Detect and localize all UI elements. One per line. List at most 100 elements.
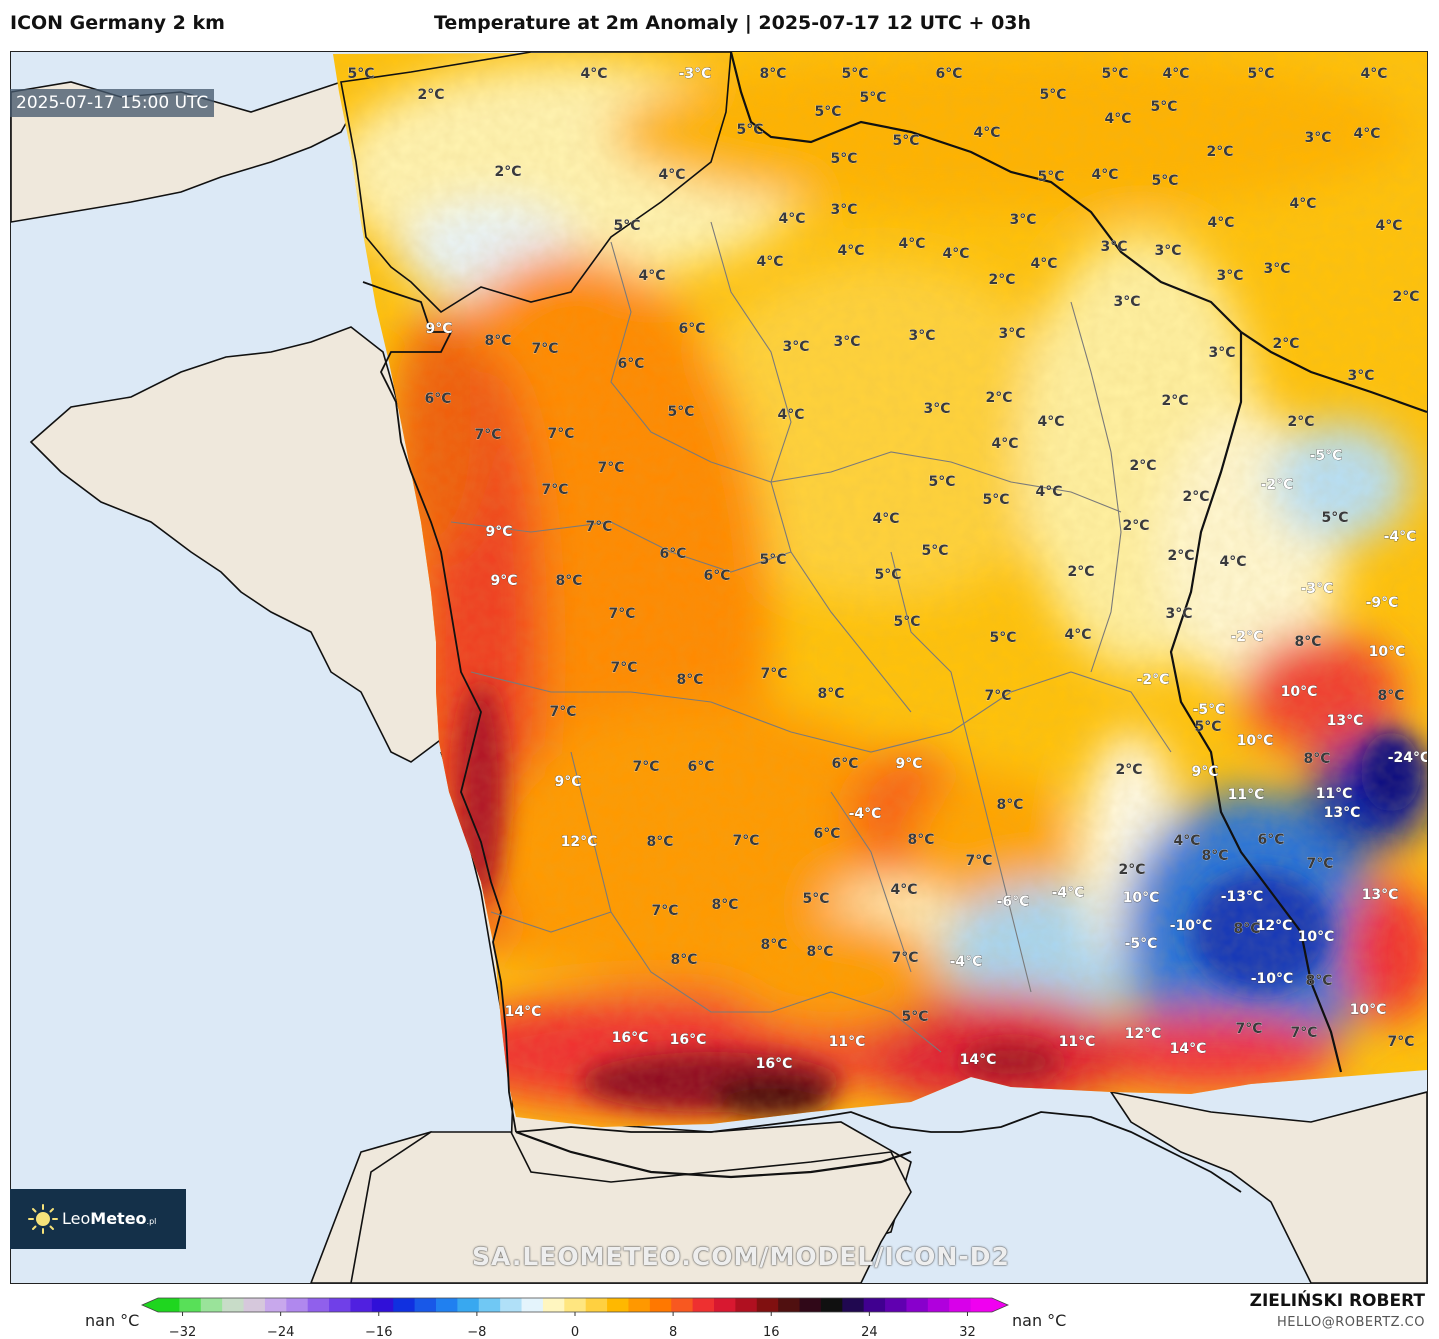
- temperature-label: 5°C: [667, 404, 694, 420]
- temperature-label: 4°C: [1173, 833, 1200, 849]
- temperature-label: 4°C: [1064, 627, 1091, 643]
- temperature-label: -9°C: [1366, 595, 1399, 611]
- temperature-label: 3°C: [1347, 368, 1374, 384]
- temperature-label: -5°C: [1310, 448, 1343, 464]
- temperature-label: 13°C: [1362, 887, 1399, 903]
- temperature-label: 5°C: [892, 133, 919, 149]
- temperature-label: 7°C: [1387, 1034, 1414, 1050]
- temperature-label: 13°C: [1324, 805, 1361, 821]
- colorbar-over-label: nan °C: [1012, 1311, 1067, 1330]
- temperature-label: 4°C: [898, 236, 925, 252]
- italy-corner-land: [1109, 1090, 1427, 1283]
- temperature-label: 5°C: [874, 567, 901, 583]
- temperature-label: -3°C: [679, 66, 712, 82]
- author-email: HELLO@ROBERTZ.CO: [1276, 1315, 1425, 1330]
- temperature-label: -4°C: [1052, 885, 1085, 901]
- temperature-label: 8°C: [555, 573, 582, 589]
- temperature-label: 4°C: [1037, 414, 1064, 430]
- temperature-label: 4°C: [991, 436, 1018, 452]
- temperature-label: 4°C: [777, 407, 804, 423]
- sun-icon: [28, 1204, 58, 1234]
- colorbar-cell: [842, 1298, 865, 1312]
- temperature-label: 4°C: [1104, 111, 1131, 127]
- temperature-label: 2°C: [985, 390, 1012, 406]
- land-outside-domain: [11, 52, 341, 1283]
- temperature-label: 2°C: [1067, 564, 1094, 580]
- temperature-label: 16°C: [670, 1032, 707, 1048]
- temperature-label: 4°C: [837, 243, 864, 259]
- colorbar-under-arrow: [142, 1298, 158, 1312]
- colorbar-cell: [243, 1298, 266, 1312]
- temperature-label: 3°C: [1208, 345, 1235, 361]
- temperature-label: 12°C: [561, 834, 598, 850]
- temperature-label: -24°C: [1388, 750, 1427, 766]
- temperature-label: 16°C: [612, 1030, 649, 1046]
- colorbar-cell: [628, 1298, 651, 1312]
- temperature-label: 4°C: [580, 66, 607, 82]
- temperature-label: 3°C: [908, 328, 935, 344]
- temperature-label: 5°C: [830, 151, 857, 167]
- temperature-label: 5°C: [982, 492, 1009, 508]
- temperature-label: 6°C: [678, 321, 705, 337]
- temperature-label: 4°C: [658, 167, 685, 183]
- colorbar-cell: [393, 1298, 416, 1312]
- colorbar-cell: [949, 1298, 972, 1312]
- temperature-label: 9°C: [485, 524, 512, 540]
- anomaly-field: [333, 52, 1427, 1127]
- temperature-label: 5°C: [759, 552, 786, 568]
- temperature-label: 7°C: [1306, 856, 1333, 872]
- temperature-label: 5°C: [921, 543, 948, 559]
- author-name: ZIELIŃSKI ROBERT: [1249, 1291, 1425, 1311]
- temperature-label: 5°C: [901, 1009, 928, 1025]
- temperature-label: 5°C: [1101, 66, 1128, 82]
- colorbar: −32 −24 −16 −8 0 8 16 24 32: [141, 1297, 1009, 1339]
- temperature-label: 8°C: [646, 834, 673, 850]
- colorbar-cell: [778, 1298, 801, 1312]
- temperature-label: 7°C: [984, 688, 1011, 704]
- leometeo-logo[interactable]: LeoMeteo.pl: [10, 1189, 186, 1249]
- temperature-label: 6°C: [617, 356, 644, 372]
- temperature-label: 8°C: [484, 333, 511, 349]
- temperature-label: 4°C: [1162, 66, 1189, 82]
- temperature-label: 4°C: [973, 125, 1000, 141]
- temperature-label: 4°C: [1030, 256, 1057, 272]
- colorbar-cell: [500, 1298, 523, 1312]
- colorbar-cell: [414, 1298, 437, 1312]
- temperature-label: 10°C: [1350, 1002, 1387, 1018]
- temperature-label: 3°C: [923, 401, 950, 417]
- temperature-label: 3°C: [1009, 212, 1036, 228]
- temperature-label: 8°C: [1303, 751, 1330, 767]
- temperature-label: 4°C: [1375, 218, 1402, 234]
- temperature-label: 7°C: [549, 704, 576, 720]
- temperature-label: 8°C: [711, 897, 738, 913]
- national-border-east: [1169, 332, 1343, 1073]
- temperature-label: 2°C: [1161, 393, 1188, 409]
- temperature-label: 7°C: [760, 666, 787, 682]
- temperature-label: 8°C: [817, 686, 844, 702]
- colorbar-cell: [714, 1298, 736, 1312]
- temperature-label: -2°C: [1231, 629, 1264, 645]
- temperature-anomaly-map[interactable]: 5°C 4°C -3°C 8°C 5°C 6°C 5°C 4°C 5°C 2°C 4°C 5°C 5°C…: [10, 51, 1428, 1284]
- temperature-label: 13°C: [1327, 713, 1364, 729]
- temperature-label: 3°C: [1216, 268, 1243, 284]
- temperature-label: 6°C: [424, 391, 451, 407]
- temperature-label: 3°C: [1165, 606, 1192, 622]
- temperature-label: 2°C: [1206, 144, 1233, 160]
- temperature-label: 7°C: [1235, 1021, 1262, 1037]
- temperature-label: 8°C: [670, 952, 697, 968]
- temperature-label: 4°C: [1219, 554, 1246, 570]
- temperature-label: 7°C: [608, 606, 635, 622]
- chart-title: Temperature at 2m Anomaly | 2025-07-17 1…: [434, 12, 1032, 34]
- temperature-label: 2°C: [417, 87, 444, 103]
- source-url: SA.LEOMETEO.COM/MODEL/ICON-D2: [472, 1242, 1010, 1271]
- temperature-label: -4°C: [849, 806, 882, 822]
- valid-time-badge: 2025-07-17 15:00 UTC: [10, 89, 215, 117]
- temperature-label: 2°C: [1287, 414, 1314, 430]
- colorbar-over-arrow: [992, 1298, 1008, 1312]
- temperature-label: 6°C: [831, 756, 858, 772]
- temperature-label: 8°C: [1294, 634, 1321, 650]
- colorbar-cell: [970, 1298, 993, 1312]
- temperature-label: 11°C: [829, 1034, 866, 1050]
- colorbar-cell: [350, 1298, 373, 1312]
- temperature-label: -6°C: [997, 894, 1030, 910]
